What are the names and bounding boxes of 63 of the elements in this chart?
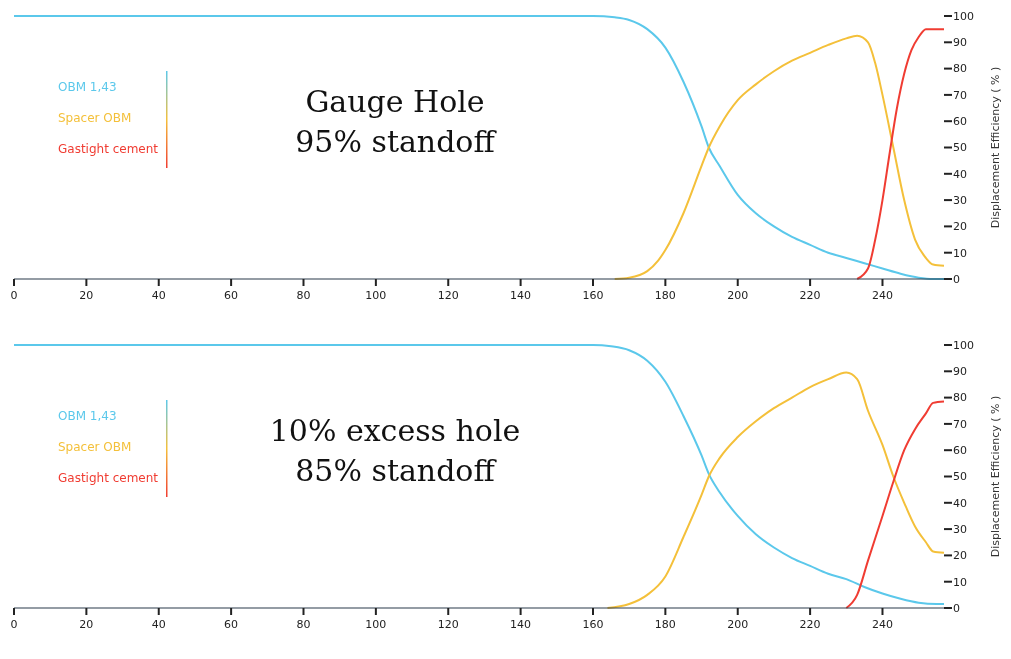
line-series: [13, 344, 945, 606]
x-tick-label: 220: [799, 618, 821, 631]
y-tick-label: 20: [953, 549, 967, 563]
text: Spacer OBM: [58, 111, 132, 125]
x-tick-label: 0: [10, 289, 18, 302]
x-tick-label: 80: [296, 289, 311, 302]
x-tick-label: 180: [654, 289, 676, 302]
y-tick-label: 90: [953, 365, 967, 379]
x-tick-label: 40: [151, 618, 166, 631]
x-tick-label: 100: [365, 618, 387, 631]
y-tick-label: 100: [953, 338, 974, 352]
x-tick-label: 120: [437, 289, 459, 302]
y-tick-label: 70: [953, 88, 967, 102]
y-tick-label: 90: [953, 36, 967, 50]
x-tick-label: 140: [510, 289, 532, 302]
x-tick-label: 120: [437, 618, 459, 631]
y-tick-label: 60: [953, 115, 967, 129]
y-tick-label: 80: [953, 62, 967, 76]
y-tick-label: 20: [953, 220, 967, 234]
text: Gauge Hole: [305, 84, 485, 119]
y-tick-label: 40: [953, 167, 967, 181]
x-tick-label: 40: [151, 289, 166, 302]
x-tick-label: 0: [10, 618, 18, 631]
x-tick-label: 220: [799, 289, 821, 302]
y-tick-label: 80: [953, 391, 967, 405]
line-series: [856, 28, 945, 280]
text: 95% standoff: [295, 124, 498, 159]
text: Gastight cement: [58, 142, 159, 156]
x-tick-label: 160: [582, 618, 604, 631]
text: Spacer OBM: [58, 440, 132, 454]
y-axis-title: Displacement Efficiency ( % ): [989, 395, 1002, 558]
x-tick-label: 80: [296, 618, 311, 631]
y-tick-label: 50: [953, 141, 967, 155]
x-tick-label: 200: [727, 618, 749, 631]
y-tick-label: 10: [953, 246, 967, 260]
y-tick-label: 30: [953, 522, 967, 536]
y-tick-label: 60: [953, 444, 967, 458]
x-tick-label: 100: [365, 289, 387, 302]
x-tick-label: 160: [582, 289, 604, 302]
y-tick-label: 30: [953, 193, 967, 207]
y-tick-label: 40: [953, 496, 967, 510]
text: OBM 1,43: [58, 80, 117, 94]
x-tick-label: 240: [871, 618, 893, 631]
x-tick-label: 140: [510, 618, 532, 631]
y-tick-label: 100: [953, 9, 974, 23]
x-tick-label: 20: [79, 289, 94, 302]
y-tick-label: 0: [953, 272, 960, 286]
y-axis-title: Displacement Efficiency ( % ): [989, 66, 1002, 229]
y-tick-label: 10: [953, 575, 967, 589]
y-tick-label: 50: [953, 470, 967, 484]
x-tick-label: 240: [871, 289, 893, 302]
line-series: [845, 400, 945, 609]
x-tick-label: 60: [224, 289, 239, 302]
text: 10% excess hole: [269, 413, 521, 448]
text: Gastight cement: [58, 471, 159, 485]
text: 85% standoff: [295, 453, 498, 488]
x-tick-label: 200: [727, 289, 749, 302]
y-tick-label: 70: [953, 417, 967, 431]
text: OBM 1,43: [58, 409, 117, 423]
x-tick-label: 60: [224, 618, 239, 631]
x-tick-label: 180: [654, 618, 676, 631]
y-tick-label: 0: [953, 601, 960, 615]
x-tick-label: 20: [79, 618, 94, 631]
